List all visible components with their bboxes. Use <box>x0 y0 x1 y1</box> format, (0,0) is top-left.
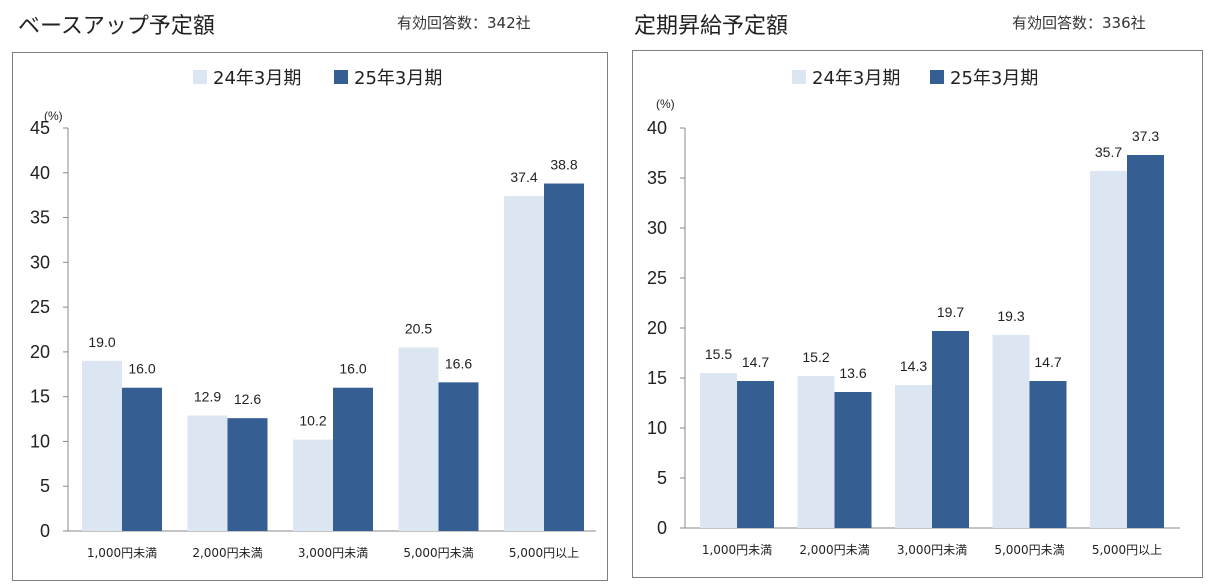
bar-regular-raise-s1-c0 <box>737 381 774 528</box>
category-label: 2,000円未満 <box>799 543 869 557</box>
bar-base-up-s1-c1 <box>227 418 268 531</box>
category-label: 5,000円未満 <box>994 543 1064 557</box>
legend-label-1: 25年3月期 <box>950 68 1038 89</box>
legend-swatch-0 <box>193 70 207 84</box>
category-label: 3,000円未満 <box>897 543 967 557</box>
bar-base-up-s0-c2 <box>293 439 333 531</box>
data-label: 13.6 <box>839 365 866 381</box>
data-label: 19.7 <box>937 304 964 320</box>
category-label: 1,000円未満 <box>87 546 157 560</box>
y-tick-label: 45 <box>30 118 50 138</box>
data-label: 38.8 <box>550 157 577 173</box>
y-tick-label: 15 <box>30 387 50 407</box>
y-tick-label: 35 <box>30 208 50 228</box>
data-label: 12.9 <box>194 388 221 404</box>
legend-swatch-0 <box>792 70 806 84</box>
category-label: 3,000円未満 <box>298 546 368 560</box>
data-label: 19.0 <box>88 334 115 350</box>
data-label: 10.2 <box>299 413 326 429</box>
y-tick-label: 20 <box>647 318 667 338</box>
bar-base-up-s0-c4 <box>504 196 544 531</box>
category-label: 5,000円未満 <box>403 546 473 560</box>
y-unit-label-base-up: (%) <box>44 109 63 123</box>
bar-regular-raise-s0-c1 <box>797 376 835 528</box>
data-label: 16.6 <box>445 355 472 371</box>
y-tick-label: 30 <box>647 218 667 238</box>
data-label: 12.6 <box>234 391 261 407</box>
y-tick-label: 35 <box>647 168 667 188</box>
bar-regular-raise-s0-c2 <box>895 385 932 528</box>
y-tick-label: 10 <box>30 431 50 451</box>
bar-base-up-s1-c0 <box>122 387 162 531</box>
respondent-count-regular-raise: 有効回答数：336社 <box>1012 14 1146 32</box>
bar-base-up-s1-c3 <box>438 382 479 531</box>
y-tick-label: 0 <box>657 518 667 538</box>
data-label: 35.7 <box>1095 144 1122 160</box>
data-label: 16.0 <box>128 361 155 377</box>
bar-regular-raise-s1-c3 <box>1029 381 1067 528</box>
data-label: 15.5 <box>705 346 732 362</box>
panel-title-regular-raise: 定期昇給予定額 <box>634 14 789 39</box>
y-tick-label: 25 <box>30 297 50 317</box>
bar-base-up-s0-c0 <box>82 360 122 531</box>
legend-label-1: 25年3月期 <box>354 68 442 89</box>
y-tick-label: 25 <box>647 268 667 288</box>
y-tick-label: 40 <box>647 118 667 138</box>
data-label: 37.4 <box>510 169 537 185</box>
y-tick-label: 5 <box>40 476 50 496</box>
bar-base-up-s1-c4 <box>544 183 584 531</box>
bar-base-up-s1-c2 <box>333 387 373 531</box>
legend-swatch-1 <box>334 70 348 84</box>
category-label: 2,000円未満 <box>192 546 262 560</box>
y-tick-label: 10 <box>647 418 667 438</box>
data-label: 15.2 <box>802 349 829 365</box>
legend-label-0: 24年3月期 <box>213 68 301 89</box>
bar-regular-raise-s1-c1 <box>834 392 872 528</box>
data-label: 14.7 <box>1034 354 1061 370</box>
bar-regular-raise-s0-c3 <box>992 335 1030 528</box>
bar-regular-raise-s0-c0 <box>700 373 737 528</box>
y-tick-label: 0 <box>40 521 50 541</box>
bar-regular-raise-s1-c4 <box>1127 155 1164 528</box>
category-label: 5,000円以上 <box>509 546 579 560</box>
data-label: 20.5 <box>405 320 432 336</box>
legend-swatch-1 <box>930 70 944 84</box>
y-tick-label: 15 <box>647 368 667 388</box>
legend-label-0: 24年3月期 <box>812 68 900 89</box>
bar-base-up-s0-c3 <box>398 347 439 531</box>
data-label: 16.0 <box>339 361 366 377</box>
y-unit-label-regular-raise: (%) <box>656 97 675 111</box>
respondent-count-base-up: 有効回答数：342社 <box>397 14 531 32</box>
y-tick-label: 40 <box>30 163 50 183</box>
data-label: 14.7 <box>742 354 769 370</box>
bar-regular-raise-s0-c4 <box>1090 171 1127 528</box>
category-label: 5,000円以上 <box>1092 543 1162 557</box>
data-label: 14.3 <box>900 358 927 374</box>
y-tick-label: 5 <box>657 468 667 488</box>
y-tick-label: 30 <box>30 252 50 272</box>
category-label: 1,000円未満 <box>702 543 772 557</box>
data-label: 19.3 <box>997 308 1024 324</box>
bar-regular-raise-s1-c2 <box>932 331 969 528</box>
bar-base-up-s0-c1 <box>187 415 228 531</box>
y-tick-label: 20 <box>30 342 50 362</box>
panel-title-base-up: ベースアップ予定額 <box>18 14 215 39</box>
data-label: 37.3 <box>1132 128 1159 144</box>
